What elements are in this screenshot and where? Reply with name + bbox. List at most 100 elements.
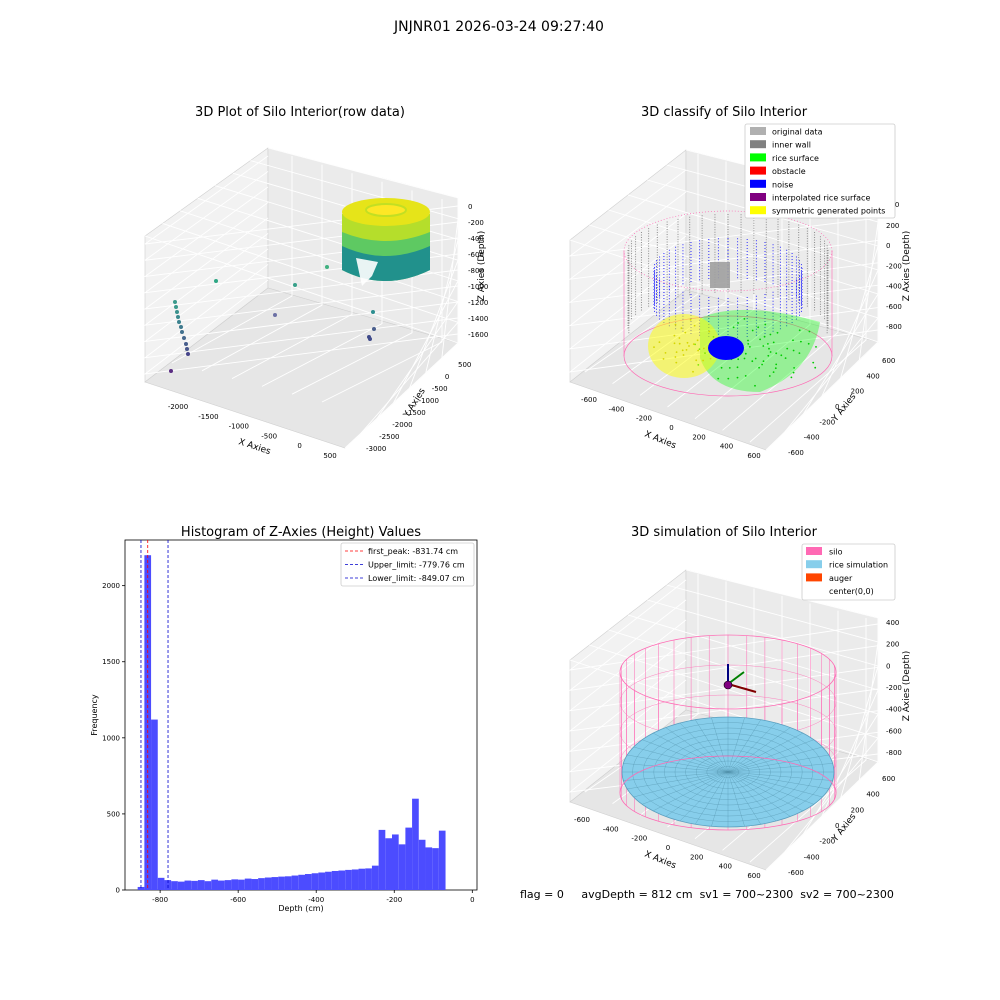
legend-label: inner wall [772,141,811,150]
legend-label: Upper_limit: -779.76 cm [368,561,465,570]
legend-swatch [806,560,822,569]
symmetric-point [673,334,676,337]
z-grid-line [568,279,879,373]
z-tick-label: -600 [468,251,484,259]
rice-surface-point [744,375,747,377]
z-grid-line [568,599,879,692]
symmetric-point [662,358,665,360]
z-tick-label: -800 [886,323,902,331]
histogram-bar [264,877,272,890]
histogram-bar [191,880,198,890]
panel-raw-title: 3D Plot of Silo Interior(row data) [195,105,405,120]
legend-label: first_peak: -831.74 cm [368,547,458,556]
histogram-x-label: Depth (cm) [278,904,323,913]
z-tick-label: -400 [468,235,484,243]
x-grid-line [584,154,699,373]
rice-surface-point [784,357,787,359]
rice-surface-point [754,384,756,387]
rice-mesh-spoke [679,722,729,773]
raw-data-point [175,310,179,314]
rice-mesh-spoke [665,771,729,817]
y-tick-label: -500 [432,385,448,393]
symmetric-point [688,345,690,347]
histogram-plot-area [124,539,478,891]
classify-legend-box [744,123,896,219]
y-grid-line [144,235,459,449]
y-tick-label: -2500 [379,433,399,441]
raw-data-point [173,300,177,304]
symmetric-point [709,357,712,360]
y-tick-label: -1500 [405,409,425,417]
rice-surface-point [769,351,772,353]
raw-data-point [273,313,277,317]
symmetric-point [689,318,692,321]
y-tick-label: -200 [819,838,835,846]
raw-data-point [186,352,190,356]
rice-mesh-spoke [623,771,729,781]
z-tick-label: -600 [886,727,902,735]
raw-data-point [169,369,173,373]
x-grid-line [722,190,839,431]
symmetric-point [696,339,699,342]
x-grid-line [749,618,867,863]
symmetric-point [675,361,678,364]
legend-label: original data [772,128,823,137]
y-grid-line [250,160,459,359]
x-tick-label: -400 [308,896,324,904]
rice-mesh-spoke [727,763,833,773]
x-tick-label: -1500 [198,413,218,421]
rice-surface-point [720,366,723,369]
raw-data-point [293,283,297,287]
raw-data-point [176,315,180,319]
rice-surface-point [774,367,777,370]
histogram-bar [231,879,239,890]
histogram-bar [418,839,426,890]
rice-surface-point [775,352,778,355]
x-tick-label: 600 [747,452,760,460]
rice-surface-point [815,346,817,348]
x-tick-label: 400 [719,863,732,871]
rice-mesh-spoke [665,727,729,773]
z-tick-label: 0 [886,662,890,670]
rice-surface-point [792,349,795,352]
rice-mesh-spoke [727,771,761,825]
raw-data-point [371,310,375,314]
rice-surface-point [737,358,740,361]
rice-mesh-spoke [727,771,829,790]
y-grid-line [608,629,879,835]
z-tick-label: -600 [886,303,902,311]
rice-mesh-spoke [727,771,745,827]
symmetric-point [686,341,689,344]
z-tick-label: -200 [468,219,484,227]
z-tick-label: 400 [886,619,899,627]
rice-mesh-spoke [727,771,833,781]
rice-mesh-spoke [727,771,791,817]
y-tick-label: 2000 [102,582,120,590]
histogram-bar [398,844,406,890]
y-tick-label: 1500 [102,658,120,666]
symmetric-point [674,356,677,358]
rice-surface-point [812,361,815,364]
rice-surface-point [751,360,754,363]
histogram-bar [365,868,372,890]
raw-data-point [184,342,188,346]
sim-legend: silo rice simulation auger center(0,0) [801,543,896,601]
x-tick-label: 400 [720,443,733,451]
sim-z-ticks: 400 200 0 -200 -400 -600 -800 [886,619,902,757]
sim-center-marker [723,680,733,690]
histogram-bar [238,879,245,890]
rice-surface-point [800,340,802,343]
rice-surface-point [772,371,775,373]
panel-histogram: Histogram of Z-Axies (Height) Values -80… [90,525,478,913]
symmetric-point [680,327,683,329]
x-tick-label: -400 [609,405,625,413]
z-grid-line [143,248,459,343]
legend-swatch [750,140,766,149]
classify-legend-entries: original data inner wall rice surface obsta… [750,127,885,216]
y-tick-label: 500 [107,810,120,818]
rice-surface-point [767,343,769,345]
x-tick-label: -1000 [229,423,249,431]
rice-surface-point [758,366,760,369]
symmetric-point [692,370,694,373]
